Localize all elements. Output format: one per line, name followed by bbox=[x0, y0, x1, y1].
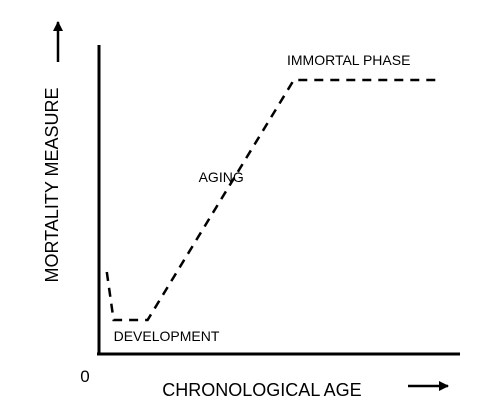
annotation-immortal-phase: IMMORTAL PHASE bbox=[287, 52, 410, 68]
mortality-series-line bbox=[105, 78, 440, 322]
annotation-aging: AGING bbox=[199, 169, 244, 185]
y-axis-label: MORTALITY MEASURE bbox=[42, 87, 62, 282]
annotation-development: DEVELOPMENT bbox=[114, 328, 220, 344]
origin-label: 0 bbox=[80, 367, 89, 386]
x-axis-label: CHRONOLOGICAL AGE bbox=[162, 380, 361, 400]
